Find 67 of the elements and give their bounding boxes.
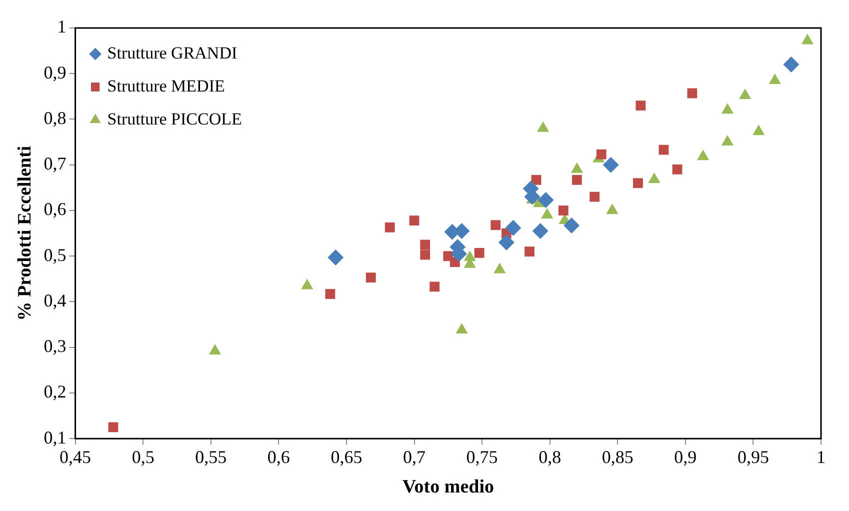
point <box>572 174 582 185</box>
point <box>636 100 646 111</box>
y-tick-label: 0,9 <box>44 62 66 82</box>
point <box>538 192 554 208</box>
point <box>721 135 734 146</box>
point <box>384 222 395 232</box>
point <box>602 156 619 173</box>
x-tick-label: 0,65 <box>330 447 362 468</box>
y-tick-label: 0,5 <box>44 244 66 265</box>
legend-label: Strutture PICCOLE <box>107 109 242 128</box>
x-tick-label: 0,95 <box>737 447 769 468</box>
x-tick-label: 1 <box>816 447 826 468</box>
point <box>490 220 501 230</box>
y-tick-label: 0,1 <box>44 427 66 448</box>
point <box>752 124 765 136</box>
x-tick-label: 0,75 <box>466 447 498 468</box>
x-tick-label: 0,9 <box>674 447 697 468</box>
x-tick-label: 0,6 <box>267 447 290 468</box>
point <box>633 178 643 188</box>
point <box>474 248 484 258</box>
point <box>739 88 752 100</box>
point <box>420 250 430 260</box>
point <box>532 223 548 240</box>
point <box>108 422 118 432</box>
point <box>596 149 606 160</box>
point <box>420 240 430 250</box>
point <box>721 103 734 114</box>
y-tick-label: 0,8 <box>44 108 66 128</box>
y-axis-title: % Prodotti Eccellenti <box>14 146 36 321</box>
y-tick-label: 0,3 <box>44 336 66 356</box>
point <box>505 220 522 236</box>
point <box>541 208 554 219</box>
x-tick-label: 0,45 <box>60 447 92 468</box>
point <box>801 34 814 44</box>
y-tick-label: 0,2 <box>44 382 66 402</box>
x-tick-label: 0,8 <box>538 447 562 468</box>
x-tick-label: 0,7 <box>403 447 426 468</box>
point <box>658 144 669 155</box>
y-tick-label: 1 <box>57 16 66 37</box>
y-tick-label: 0,4 <box>44 290 66 310</box>
point <box>696 150 710 160</box>
y-tick-label: 0,7 <box>44 154 66 174</box>
x-tick-label: 0,55 <box>195 447 227 468</box>
point <box>430 282 440 292</box>
point <box>648 172 660 183</box>
point <box>409 216 420 226</box>
x-axis-title: Voto medio <box>402 476 494 498</box>
point <box>564 218 580 234</box>
point <box>531 174 542 185</box>
point <box>687 88 698 98</box>
x-tick-label: 0,85 <box>602 447 634 468</box>
point <box>524 246 534 256</box>
legend-label: Strutture GRANDI <box>107 43 238 62</box>
legend-label: Strutture MEDIE <box>107 76 225 96</box>
point <box>590 192 600 202</box>
point <box>498 234 514 250</box>
point <box>783 56 800 72</box>
point <box>536 121 550 132</box>
point <box>325 289 336 299</box>
point <box>558 206 568 216</box>
y-tick-label: 0,6 <box>44 199 66 220</box>
point <box>366 272 376 283</box>
x-tick-label: 0,5 <box>132 447 154 468</box>
point <box>672 164 682 174</box>
point <box>768 73 781 84</box>
point <box>570 162 584 173</box>
point <box>328 249 344 266</box>
